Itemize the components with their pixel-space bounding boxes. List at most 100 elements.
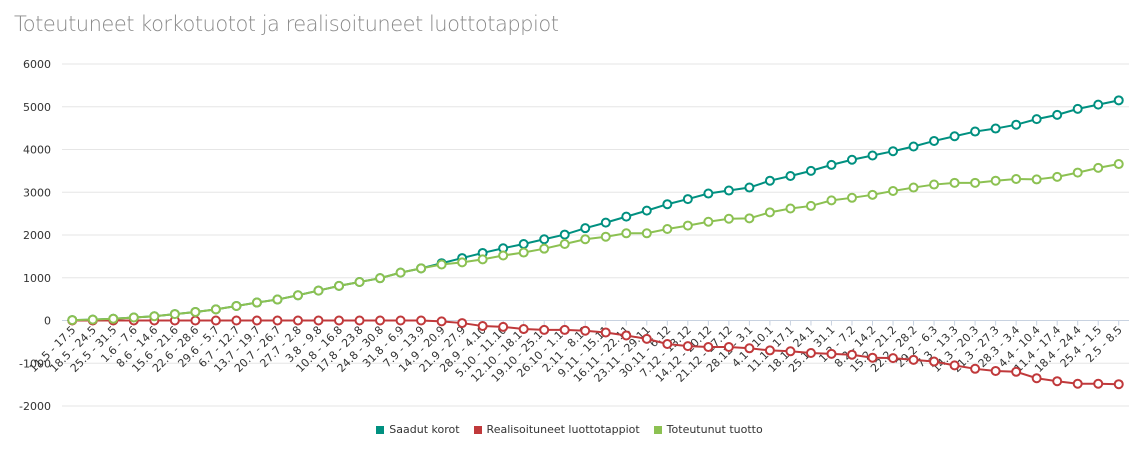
data-point[interactable]	[888, 185, 899, 196]
data-point[interactable]	[744, 343, 755, 354]
data-point[interactable]	[395, 315, 406, 326]
data-point[interactable]	[888, 146, 899, 157]
data-point[interactable]	[970, 363, 981, 374]
data-point[interactable]	[764, 175, 775, 186]
data-point[interactable]	[539, 243, 550, 254]
data-point[interactable]	[1072, 103, 1083, 114]
data-point[interactable]	[641, 228, 652, 239]
data-point[interactable]	[970, 177, 981, 188]
data-point[interactable]	[600, 231, 611, 242]
data-point[interactable]	[436, 259, 447, 270]
data-point[interactable]	[375, 273, 386, 284]
data-point[interactable]	[621, 330, 632, 341]
data-point[interactable]	[580, 223, 591, 234]
data-point[interactable]	[867, 150, 878, 161]
data-point[interactable]	[559, 238, 570, 249]
data-point[interactable]	[1052, 171, 1063, 182]
data-point[interactable]	[190, 306, 201, 317]
data-point[interactable]	[313, 285, 324, 296]
data-point[interactable]	[723, 185, 734, 196]
data-point[interactable]	[128, 312, 139, 323]
data-point[interactable]	[621, 228, 632, 239]
data-point[interactable]	[826, 348, 837, 359]
data-point[interactable]	[559, 229, 570, 240]
data-point[interactable]	[908, 182, 919, 193]
data-point[interactable]	[416, 315, 427, 326]
data-point[interactable]	[703, 188, 714, 199]
data-point[interactable]	[990, 175, 1001, 186]
data-point[interactable]	[580, 234, 591, 245]
data-point[interactable]	[888, 353, 899, 364]
data-point[interactable]	[723, 213, 734, 224]
data-point[interactable]	[272, 315, 283, 326]
data-point[interactable]	[334, 315, 345, 326]
data-point[interactable]	[87, 314, 98, 325]
legend-item[interactable]: Toteutunut tuotto	[653, 423, 763, 436]
data-point[interactable]	[1031, 373, 1042, 384]
data-point[interactable]	[764, 207, 775, 218]
data-point[interactable]	[641, 333, 652, 344]
data-point[interactable]	[67, 315, 78, 326]
data-point[interactable]	[949, 131, 960, 142]
data-point[interactable]	[723, 342, 734, 353]
data-point[interactable]	[518, 238, 529, 249]
data-point[interactable]	[1093, 99, 1104, 110]
data-point[interactable]	[785, 203, 796, 214]
data-point[interactable]	[641, 205, 652, 216]
data-point[interactable]	[1031, 114, 1042, 125]
data-point[interactable]	[210, 304, 221, 315]
data-point[interactable]	[292, 290, 303, 301]
data-point[interactable]	[846, 349, 857, 360]
data-point[interactable]	[231, 300, 242, 311]
data-point[interactable]	[805, 347, 816, 358]
data-point[interactable]	[354, 277, 365, 288]
data-point[interactable]	[600, 217, 611, 228]
data-point[interactable]	[292, 315, 303, 326]
data-point[interactable]	[251, 297, 262, 308]
data-point[interactable]	[970, 126, 981, 137]
data-point[interactable]	[1011, 366, 1022, 377]
data-point[interactable]	[662, 199, 673, 210]
data-point[interactable]	[682, 194, 693, 205]
data-point[interactable]	[785, 171, 796, 182]
data-point[interactable]	[1052, 376, 1063, 387]
data-point[interactable]	[416, 263, 427, 274]
data-point[interactable]	[949, 360, 960, 371]
data-point[interactable]	[682, 220, 693, 231]
data-point[interactable]	[457, 257, 468, 268]
data-point[interactable]	[231, 315, 242, 326]
data-point[interactable]	[251, 315, 262, 326]
data-point[interactable]	[682, 341, 693, 352]
data-point[interactable]	[764, 345, 775, 356]
data-point[interactable]	[539, 324, 550, 335]
data-point[interactable]	[375, 315, 386, 326]
data-point[interactable]	[846, 154, 857, 165]
legend-item[interactable]: Realisoituneet luottotappiot	[473, 423, 640, 436]
data-point[interactable]	[334, 280, 345, 291]
data-point[interactable]	[826, 195, 837, 206]
data-point[interactable]	[929, 135, 940, 146]
data-point[interactable]	[559, 324, 570, 335]
data-point[interactable]	[272, 294, 283, 305]
data-point[interactable]	[1072, 167, 1083, 178]
data-point[interactable]	[354, 315, 365, 326]
data-point[interactable]	[1093, 162, 1104, 173]
data-point[interactable]	[744, 182, 755, 193]
data-point[interactable]	[1113, 159, 1124, 170]
data-point[interactable]	[1052, 109, 1063, 120]
data-point[interactable]	[395, 267, 406, 278]
data-point[interactable]	[826, 159, 837, 170]
data-point[interactable]	[457, 318, 468, 329]
data-point[interactable]	[703, 216, 714, 227]
data-point[interactable]	[805, 165, 816, 176]
data-point[interactable]	[498, 321, 509, 332]
data-point[interactable]	[867, 352, 878, 363]
data-point[interactable]	[1093, 378, 1104, 389]
data-point[interactable]	[580, 325, 591, 336]
data-point[interactable]	[518, 247, 529, 258]
data-point[interactable]	[210, 315, 221, 326]
data-point[interactable]	[949, 177, 960, 188]
legend-item[interactable]: Saadut korot	[376, 423, 460, 436]
data-point[interactable]	[1011, 119, 1022, 130]
data-point[interactable]	[990, 365, 1001, 376]
